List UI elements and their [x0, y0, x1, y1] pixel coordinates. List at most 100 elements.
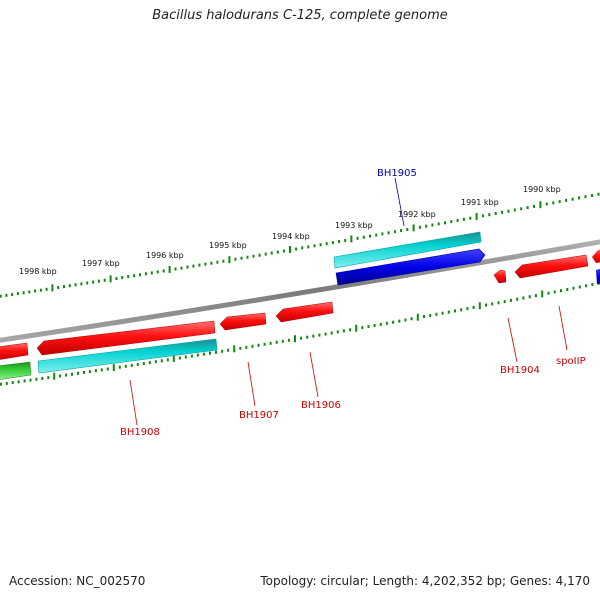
- gene-red-long[interactable]: [36, 320, 216, 356]
- outer-minor-tick: [301, 246, 304, 250]
- inner-minor-tick: [367, 325, 370, 329]
- inner-minor-tick: [509, 298, 512, 302]
- outer-minor-tick: [246, 255, 249, 259]
- inner-minor-tick: [35, 377, 38, 381]
- outer-minor-tick: [39, 288, 42, 292]
- outer-major-tick: [51, 284, 54, 292]
- inner-minor-tick: [300, 336, 303, 340]
- gene-red-edge[interactable]: [592, 249, 600, 263]
- inner-minor-tick: [221, 349, 224, 353]
- gene-blue-edge[interactable]: [596, 268, 600, 284]
- genome-backbone: [0, 239, 600, 343]
- outer-minor-tick: [369, 234, 371, 238]
- outer-minor-tick: [276, 250, 279, 254]
- inner-minor-tick: [485, 303, 487, 307]
- inner-minor-tick: [142, 362, 145, 366]
- gene-blue[interactable]: [335, 248, 486, 286]
- outer-minor-tick: [526, 206, 529, 210]
- outer-minor-tick: [97, 279, 100, 283]
- inner-minor-tick: [566, 288, 569, 291]
- outer-minor-tick: [295, 247, 298, 251]
- outer-minor-tick: [387, 231, 390, 235]
- outer-minor-tick: [344, 239, 347, 242]
- outer-minor-tick: [462, 217, 465, 221]
- inner-minor-tick: [215, 350, 217, 354]
- inner-minor-tick: [5, 381, 8, 385]
- outer-minor-tick: [127, 275, 130, 279]
- gene-label-bh1908[interactable]: BH1908: [120, 427, 160, 438]
- outer-minor-tick: [103, 278, 106, 282]
- outer-minor-tick: [393, 230, 396, 234]
- outer-minor-tick: [431, 223, 434, 227]
- inner-minor-tick: [263, 342, 266, 346]
- gene-label-bh1904[interactable]: BH1904: [500, 365, 540, 376]
- gene-label-spoiip[interactable]: spoIIP: [556, 356, 586, 367]
- outer-minor-tick: [180, 266, 183, 270]
- outer-minor-tick: [57, 286, 60, 289]
- gene-bh1905[interactable]: [333, 231, 482, 269]
- outer-minor-tick: [406, 228, 409, 231]
- inner-minor-tick: [312, 334, 315, 338]
- outer-minor-tick: [86, 281, 89, 285]
- gene-bh1904[interactable]: [493, 269, 507, 284]
- gene-label-bh1907[interactable]: BH1907: [239, 410, 279, 421]
- inner-minor-tick: [591, 283, 594, 286]
- outer-minor-tick: [507, 209, 510, 213]
- outer-minor-tick: [450, 220, 453, 224]
- kbp-label: 1993 kbp: [335, 221, 373, 230]
- kbp-label: 1991 kbp: [461, 198, 499, 207]
- outer-minor-tick: [584, 195, 587, 199]
- inner-minor-tick: [166, 358, 169, 362]
- inner-minor-tick: [23, 379, 26, 383]
- inner-minor-tick: [585, 284, 588, 288]
- outer-minor-tick: [216, 260, 219, 264]
- outer-minor-tick: [338, 240, 341, 244]
- outer-minor-tick: [437, 222, 440, 226]
- inner-minor-tick: [497, 301, 500, 305]
- outer-minor-tick: [121, 276, 124, 280]
- gene-red-left-edge[interactable]: [0, 342, 29, 360]
- outer-major-tick: [475, 213, 478, 220]
- gene-label-bh1905[interactable]: BH1905: [377, 168, 417, 179]
- gene-label-bh1906[interactable]: BH1906: [301, 400, 341, 411]
- outer-minor-tick: [270, 251, 273, 255]
- outer-minor-tick: [162, 269, 165, 273]
- outer-minor-tick: [571, 197, 574, 201]
- outer-minor-tick: [115, 277, 118, 280]
- inner-minor-tick: [239, 346, 242, 350]
- outer-minor-tick: [456, 219, 459, 222]
- inner-minor-tick: [330, 331, 333, 335]
- outer-minor-tick: [74, 283, 77, 287]
- inner-minor-tick: [287, 338, 290, 342]
- map-title: Bacillus halodurans C-125, complete geno…: [152, 8, 448, 23]
- outer-minor-tick: [425, 224, 428, 228]
- outer-minor-tick: [186, 265, 189, 269]
- outer-minor-tick: [258, 253, 261, 257]
- gene-green-edge[interactable]: [0, 361, 32, 380]
- inner-minor-tick: [100, 368, 103, 372]
- inner-minor-tick: [454, 309, 456, 313]
- outer-minor-tick: [198, 263, 201, 267]
- inner-minor-tick: [516, 297, 519, 301]
- kbp-label: 1995 kbp: [209, 241, 247, 250]
- gene-bh1906[interactable]: [275, 301, 334, 323]
- inner-major-tick: [294, 335, 296, 343]
- inner-minor-tick: [472, 305, 475, 309]
- outer-minor-tick: [22, 291, 25, 295]
- inner-major-tick: [541, 290, 544, 298]
- outer-minor-tick: [565, 198, 568, 202]
- outer-minor-tick: [319, 243, 322, 247]
- gene-bh1908[interactable]: [37, 338, 218, 374]
- outer-minor-tick: [501, 210, 503, 214]
- outer-minor-tick: [513, 208, 516, 212]
- inner-minor-tick: [41, 377, 44, 380]
- inner-minor-tick: [318, 333, 321, 337]
- inner-minor-tick: [94, 369, 97, 373]
- gene-bh1907[interactable]: [219, 312, 267, 331]
- outer-minor-tick: [174, 267, 177, 271]
- inner-minor-tick: [83, 371, 85, 374]
- outer-minor-tick: [591, 194, 593, 197]
- inner-minor-tick: [269, 341, 272, 345]
- inner-tick-ring: [0, 281, 600, 386]
- gene-spoiip[interactable]: [514, 254, 589, 279]
